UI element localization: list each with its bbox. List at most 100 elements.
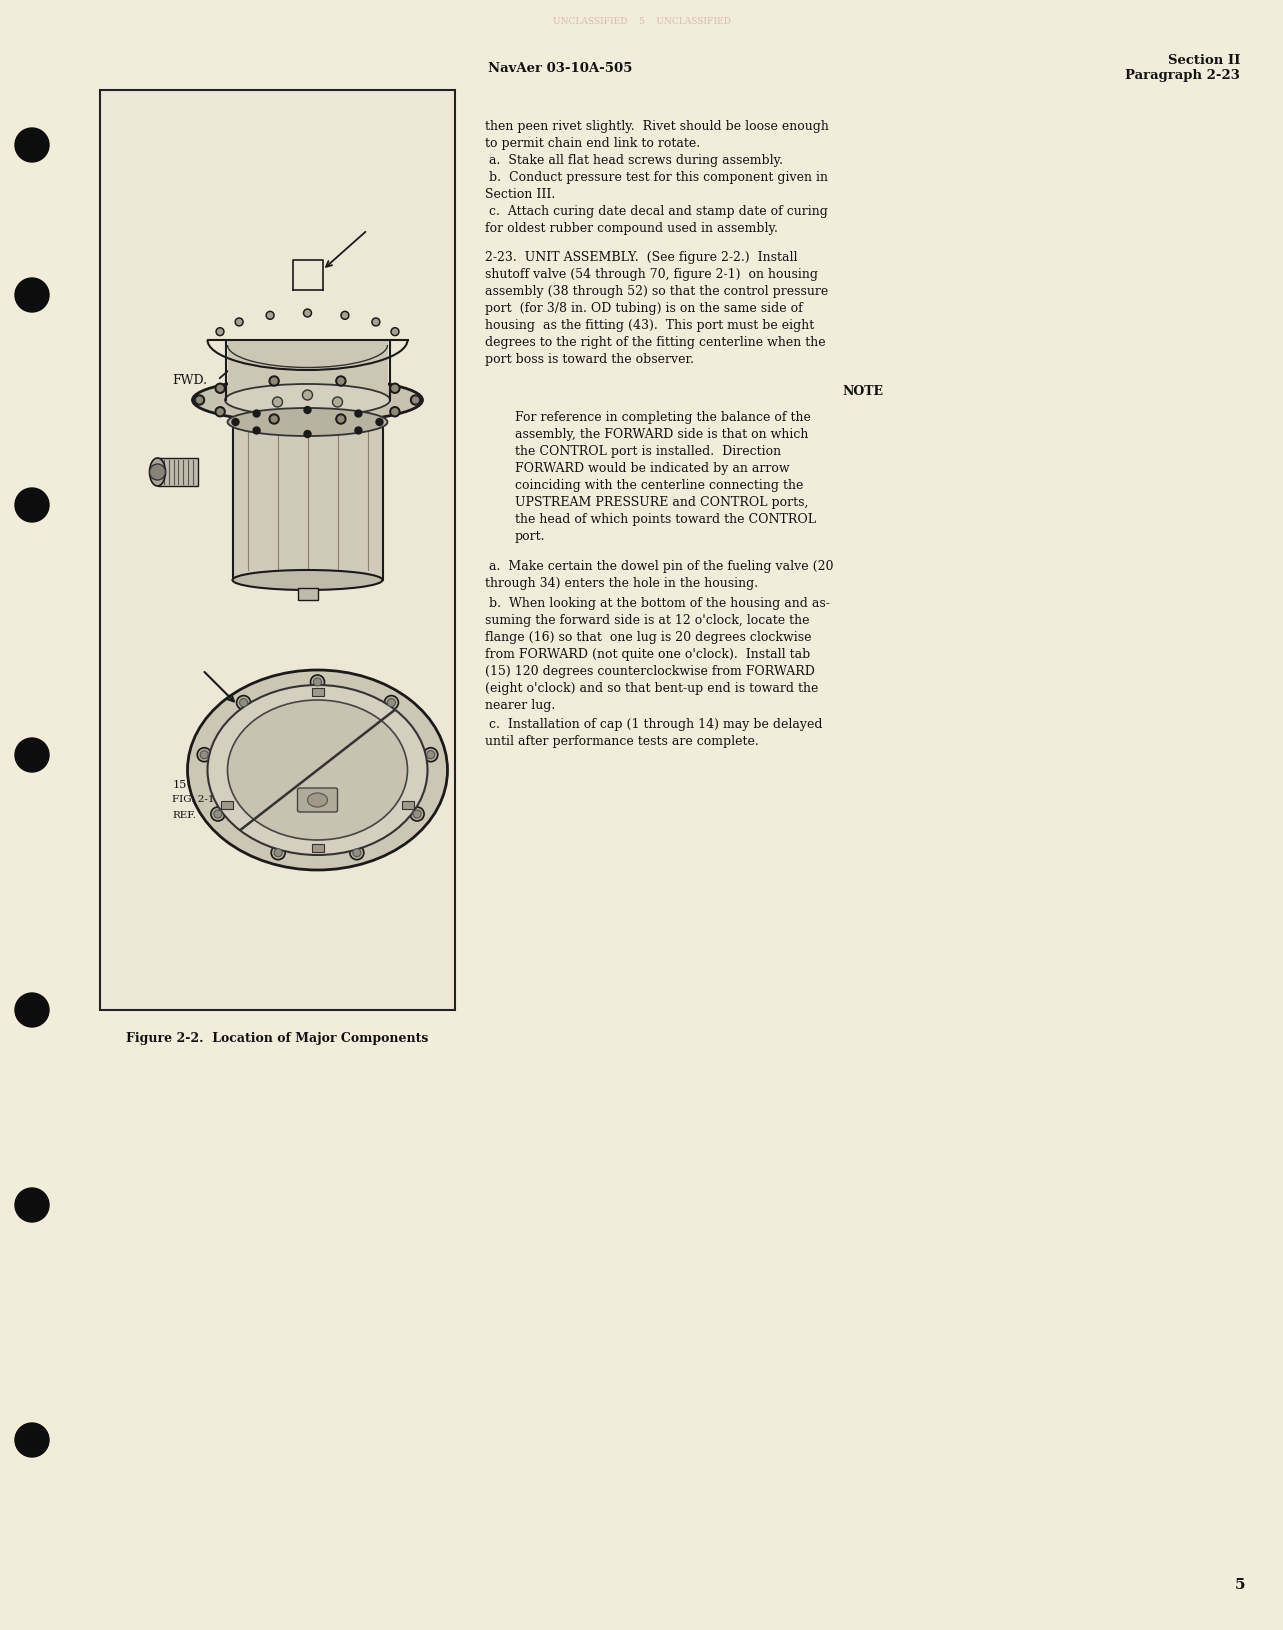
Bar bbox=[232, 422, 382, 580]
Ellipse shape bbox=[187, 670, 448, 870]
Circle shape bbox=[253, 427, 260, 434]
Circle shape bbox=[198, 748, 212, 761]
Text: port boss is toward the observer.: port boss is toward the observer. bbox=[485, 354, 694, 365]
Polygon shape bbox=[227, 341, 387, 399]
Text: Section II: Section II bbox=[1168, 54, 1239, 67]
Circle shape bbox=[271, 416, 277, 422]
Circle shape bbox=[216, 408, 225, 417]
Circle shape bbox=[253, 411, 260, 417]
Circle shape bbox=[350, 846, 364, 859]
Text: housing  as the fitting (43).  This port must be eight: housing as the fitting (43). This port m… bbox=[485, 319, 815, 333]
Circle shape bbox=[240, 699, 248, 706]
Text: (eight o'clock) and so that bent-up end is toward the: (eight o'clock) and so that bent-up end … bbox=[485, 681, 819, 694]
Text: a.  Stake all flat head screws during assembly.: a. Stake all flat head screws during ass… bbox=[485, 153, 783, 166]
Circle shape bbox=[236, 696, 250, 709]
Circle shape bbox=[303, 390, 313, 399]
Circle shape bbox=[15, 738, 49, 773]
Ellipse shape bbox=[208, 685, 427, 856]
Circle shape bbox=[336, 377, 346, 386]
Text: Figure 2-2.  Location of Major Components: Figure 2-2. Location of Major Components bbox=[126, 1032, 429, 1045]
Circle shape bbox=[391, 328, 399, 336]
Text: REF.: REF. bbox=[172, 810, 196, 820]
Ellipse shape bbox=[227, 408, 387, 435]
Text: NavAer 03-10A-505: NavAer 03-10A-505 bbox=[488, 62, 633, 75]
Circle shape bbox=[195, 394, 204, 404]
Circle shape bbox=[305, 310, 310, 316]
Text: assembly (38 through 52) so that the control pressure: assembly (38 through 52) so that the con… bbox=[485, 285, 829, 298]
Circle shape bbox=[341, 311, 349, 319]
Circle shape bbox=[423, 748, 438, 761]
Circle shape bbox=[385, 696, 399, 709]
Circle shape bbox=[216, 383, 225, 393]
Text: port.: port. bbox=[514, 530, 545, 543]
Text: (15) 120 degrees counterclockwise from FORWARD: (15) 120 degrees counterclockwise from F… bbox=[485, 665, 815, 678]
Text: For reference in completing the balance of the: For reference in completing the balance … bbox=[514, 411, 811, 424]
Circle shape bbox=[15, 129, 49, 161]
Circle shape bbox=[150, 465, 166, 479]
Text: to permit chain end link to rotate.: to permit chain end link to rotate. bbox=[485, 137, 701, 150]
Circle shape bbox=[15, 1423, 49, 1457]
Text: for oldest rubber compound used in assembly.: for oldest rubber compound used in assem… bbox=[485, 222, 777, 235]
Text: from FORWARD (not quite one o'clock).  Install tab: from FORWARD (not quite one o'clock). In… bbox=[485, 647, 811, 660]
Circle shape bbox=[310, 675, 325, 689]
Text: flange (16) so that  one lug is 20 degrees clockwise: flange (16) so that one lug is 20 degree… bbox=[485, 631, 812, 644]
Text: 2-23.  UNIT ASSEMBLY.  (See figure 2-2.)  Install: 2-23. UNIT ASSEMBLY. (See figure 2-2.) I… bbox=[485, 251, 798, 264]
Text: NOTE: NOTE bbox=[842, 385, 883, 398]
Text: FORWARD would be indicated by an arrow: FORWARD would be indicated by an arrow bbox=[514, 461, 789, 474]
Circle shape bbox=[313, 678, 322, 686]
Text: port  (for 3/8 in. OD tubing) is on the same side of: port (for 3/8 in. OD tubing) is on the s… bbox=[485, 302, 803, 315]
Circle shape bbox=[337, 378, 344, 385]
Circle shape bbox=[304, 430, 310, 437]
Circle shape bbox=[210, 807, 225, 822]
Circle shape bbox=[372, 318, 380, 326]
Bar bbox=[158, 458, 198, 486]
Circle shape bbox=[196, 398, 203, 403]
Circle shape bbox=[373, 319, 378, 324]
Circle shape bbox=[232, 419, 239, 425]
Bar bbox=[298, 588, 317, 600]
Text: suming the forward side is at 12 o'clock, locate the: suming the forward side is at 12 o'clock… bbox=[485, 615, 810, 628]
Text: FWD.: FWD. bbox=[172, 373, 208, 386]
Text: 15: 15 bbox=[172, 781, 187, 791]
Text: b.  When looking at the bottom of the housing and as-: b. When looking at the bottom of the hou… bbox=[485, 597, 830, 610]
Circle shape bbox=[355, 411, 362, 417]
Text: a.  Make certain the dowel pin of the fueling valve (20: a. Make certain the dowel pin of the fue… bbox=[485, 561, 834, 574]
Circle shape bbox=[216, 328, 225, 336]
Circle shape bbox=[413, 810, 421, 818]
Circle shape bbox=[217, 409, 223, 414]
Circle shape bbox=[217, 385, 223, 391]
Circle shape bbox=[355, 427, 362, 434]
Circle shape bbox=[15, 487, 49, 522]
Circle shape bbox=[271, 378, 277, 385]
Ellipse shape bbox=[150, 458, 166, 486]
Circle shape bbox=[337, 416, 344, 422]
Circle shape bbox=[353, 849, 361, 857]
Text: until after performance tests are complete.: until after performance tests are comple… bbox=[485, 735, 758, 748]
Text: assembly, the FORWARD side is that on which: assembly, the FORWARD side is that on wh… bbox=[514, 427, 808, 440]
Circle shape bbox=[266, 311, 275, 319]
Circle shape bbox=[268, 313, 272, 318]
Circle shape bbox=[218, 329, 222, 334]
Ellipse shape bbox=[308, 794, 327, 807]
Circle shape bbox=[15, 993, 49, 1027]
Circle shape bbox=[200, 751, 208, 758]
Text: degrees to the right of the fitting centerline when the: degrees to the right of the fitting cent… bbox=[485, 336, 826, 349]
Circle shape bbox=[236, 319, 241, 324]
Circle shape bbox=[391, 409, 398, 414]
Circle shape bbox=[411, 807, 425, 822]
Circle shape bbox=[390, 408, 400, 417]
Circle shape bbox=[393, 329, 398, 334]
Text: c.  Attach curing date decal and stamp date of curing: c. Attach curing date decal and stamp da… bbox=[485, 205, 828, 218]
Text: coinciding with the centerline connecting the: coinciding with the centerline connectin… bbox=[514, 479, 803, 492]
Circle shape bbox=[304, 406, 310, 414]
Text: FIG. 2-1—: FIG. 2-1— bbox=[172, 795, 226, 805]
Text: b.  Conduct pressure test for this component given in: b. Conduct pressure test for this compon… bbox=[485, 171, 828, 184]
Text: the CONTROL port is installed.  Direction: the CONTROL port is installed. Direction bbox=[514, 445, 781, 458]
Circle shape bbox=[272, 398, 282, 408]
Circle shape bbox=[387, 699, 395, 706]
Text: UNCLASSIFIED    5    UNCLASSIFIED: UNCLASSIFIED 5 UNCLASSIFIED bbox=[553, 18, 730, 26]
FancyBboxPatch shape bbox=[298, 787, 337, 812]
Bar bbox=[312, 688, 323, 696]
Text: 5: 5 bbox=[1234, 1578, 1245, 1593]
Circle shape bbox=[271, 846, 285, 859]
